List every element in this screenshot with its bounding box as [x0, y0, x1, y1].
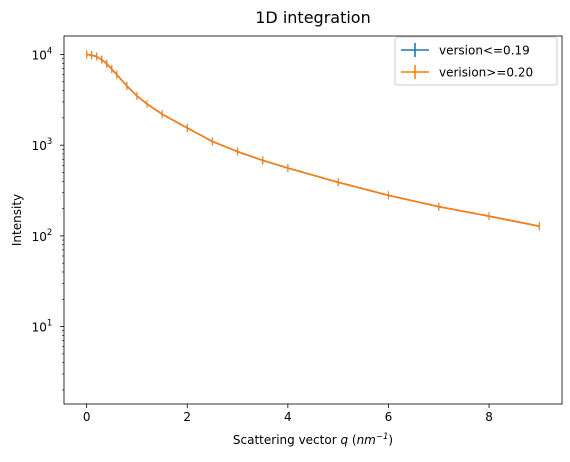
series-layer	[86, 50, 540, 231]
legend-entry-2: verision>=0.20	[401, 65, 533, 80]
plot-area	[63, 35, 563, 405]
legend-label-2: verision>=0.20	[439, 66, 533, 80]
x-tick-label-0: 0	[83, 410, 91, 424]
y-axis-label: Intensity	[10, 194, 24, 246]
x-tick-label-8: 8	[485, 410, 493, 424]
x-axis-label: Scattering vector q (nm−1)	[233, 432, 393, 447]
plot-background	[64, 36, 562, 404]
legend-label-1: version<=0.19	[439, 44, 530, 58]
chart-title: 1D integration	[255, 8, 370, 27]
x-axis-label-variable: q	[340, 433, 348, 447]
plot-frame	[63, 35, 563, 405]
y-axis: 101 102 103 104	[32, 47, 64, 391]
x-axis-label-unit-exponent: −1	[376, 432, 389, 442]
legend: version<=0.19 verision>=0.20	[394, 36, 558, 86]
x-axis-label-unit: nm	[357, 433, 376, 447]
x-axis: 0 2 4 6 8	[83, 404, 493, 424]
x-tick-label-4: 4	[284, 410, 292, 424]
y-tick-label-1: 101	[32, 319, 53, 335]
x-tick-label-6: 6	[385, 410, 393, 424]
legend-entry-1: version<=0.19	[401, 43, 530, 58]
x-axis-label-unit-close: )	[388, 433, 393, 447]
y-tick-label-3: 103	[32, 137, 53, 153]
x-axis-label-unit-open: (	[348, 433, 357, 447]
legend-box	[394, 36, 558, 86]
y-tick-label-2: 102	[32, 228, 53, 244]
y-tick-label-4: 104	[32, 47, 53, 63]
x-axis-label-prefix: Scattering vector	[233, 433, 341, 447]
x-tick-label-2: 2	[183, 410, 191, 424]
